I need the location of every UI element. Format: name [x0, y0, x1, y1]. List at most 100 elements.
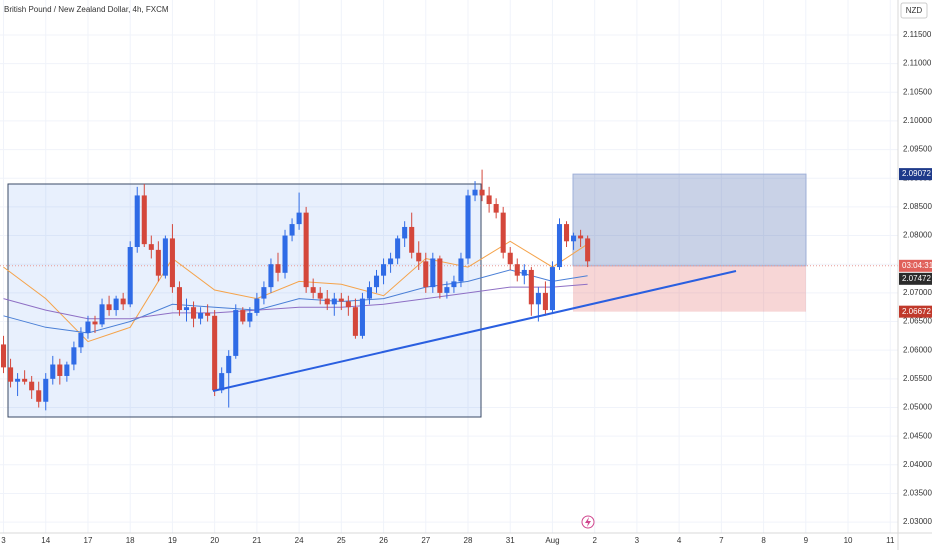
candle-body: [219, 373, 225, 391]
candle-body: [444, 287, 450, 293]
y-tick-label: 2.10000: [903, 116, 932, 125]
currency-label[interactable]: NZD: [906, 6, 923, 15]
candle-body: [331, 298, 337, 305]
candle-body: [345, 301, 351, 308]
x-tick-label: 7: [719, 536, 724, 545]
candle-body: [240, 310, 246, 322]
candle-body: [289, 224, 295, 236]
x-tick-label: 14: [41, 536, 50, 545]
x-tick-label: Aug: [545, 536, 559, 545]
candle-body: [388, 258, 394, 265]
candle-body: [296, 212, 302, 225]
events-icon[interactable]: [581, 515, 595, 529]
y-tick-label: 2.03500: [903, 489, 932, 498]
x-tick-label: 3: [1, 536, 6, 545]
candle-body: [507, 252, 513, 265]
candle-body: [162, 238, 168, 276]
candle-body: [563, 224, 570, 242]
candle-body: [521, 269, 527, 276]
candle-body: [148, 244, 154, 250]
y-tick-label: 2.06000: [903, 345, 932, 354]
x-tick-label: 8: [761, 536, 766, 545]
range-box: [7, 183, 482, 418]
candle-body: [338, 298, 344, 302]
candle-body: [359, 298, 365, 336]
candle-body: [458, 258, 464, 282]
candle-body: [191, 307, 197, 319]
y-tick-label: 2.09500: [903, 145, 932, 154]
currency-button[interactable]: [900, 2, 928, 19]
y-tick-label: 2.08000: [903, 231, 932, 240]
candle-body: [500, 212, 506, 253]
candle-body: [233, 310, 239, 356]
candle-body: [99, 304, 105, 325]
candle-body: [451, 281, 457, 288]
candle-body: [472, 189, 478, 196]
candle-body: [402, 226, 408, 239]
moving-average: [3, 240, 588, 343]
target-price-label-bg: [899, 168, 932, 181]
event-bolt: [585, 517, 591, 527]
candle-body: [78, 332, 84, 348]
candle-body: [43, 378, 49, 402]
y-tick-label: 2.05500: [903, 374, 932, 383]
candle-body: [373, 275, 380, 288]
x-tick-label: 3: [635, 536, 640, 545]
candle-body: [381, 264, 387, 276]
candle-body: [71, 347, 77, 365]
x-tick-label: 2: [592, 536, 597, 545]
candle-body: [85, 321, 91, 333]
candle-body: [155, 249, 161, 276]
y-tick-label: 2.08500: [903, 202, 932, 211]
candle-body: [571, 235, 577, 242]
x-tick-label: 31: [506, 536, 515, 545]
candle-body: [183, 307, 190, 311]
candle-body: [409, 226, 415, 253]
x-tick-label: 17: [84, 536, 93, 545]
y-tick-label: 2.07000: [903, 288, 932, 297]
y-tick-label: 2.03000: [903, 517, 932, 526]
y-tick-label: 2.05000: [903, 403, 932, 412]
candle-body: [176, 287, 182, 311]
countdown-label: 03:04:31: [902, 261, 932, 270]
candle-body: [254, 298, 260, 313]
axes: 2.03000 2.03500 2.04000 2.04500 2.05000 2.055…: [1, 30, 932, 545]
y-tick-label: 2.04500: [903, 431, 932, 440]
candle-body: [275, 264, 281, 273]
candle-body: [36, 390, 42, 402]
candle-body: [22, 378, 28, 382]
y-tick-label: 2.04000: [903, 460, 932, 469]
grid: [0, 0, 898, 533]
candle-body: [430, 258, 436, 288]
candle-body: [423, 261, 429, 288]
candle-body: [542, 292, 548, 311]
x-tick-label: 27: [421, 536, 430, 545]
x-tick-label: 19: [168, 536, 177, 545]
entry-price-label-bg: [899, 272, 932, 285]
x-tick-label: 10: [844, 536, 853, 545]
y-tick-label: 2.06500: [903, 317, 932, 326]
candle-body: [212, 315, 218, 391]
candle-body: [0, 344, 7, 368]
candle-body: [578, 235, 584, 239]
y-tick-label: 2.10500: [903, 87, 932, 96]
y-tick-label: 2.11000: [903, 59, 932, 68]
loss-zone: [573, 265, 806, 312]
candle-body: [282, 235, 288, 273]
candle-body: [395, 238, 401, 259]
target-price-label: 2.09072: [902, 169, 931, 178]
candle-body: [437, 258, 443, 293]
candle-body: [535, 292, 541, 305]
candle-body: [113, 298, 119, 311]
candle-body: [549, 267, 555, 311]
x-tick-label: 11: [886, 536, 895, 545]
candle-body: [8, 367, 14, 382]
position-tool: [0, 173, 898, 312]
x-tick-label: 9: [804, 536, 809, 545]
candle-body: [92, 321, 98, 325]
candle-body: [268, 264, 274, 288]
candle-body: [317, 292, 323, 299]
candle-body: [486, 195, 492, 205]
candle-body: [556, 224, 563, 268]
